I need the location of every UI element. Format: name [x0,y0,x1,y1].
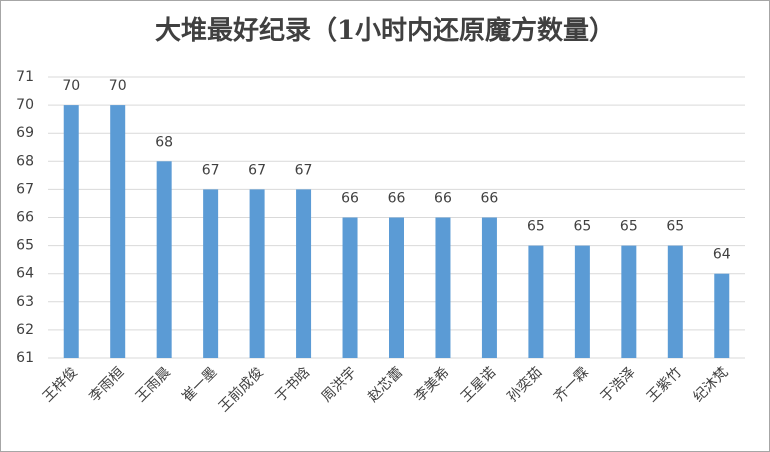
y-tick-label: 64 [16,266,34,282]
y-tick-label: 66 [16,210,34,226]
data-label: 70 [62,78,80,94]
data-label: 65 [620,219,638,235]
bar [342,217,358,358]
y-tick-label: 69 [16,125,34,141]
y-tick-label: 71 [16,69,34,85]
bar [156,161,172,358]
data-label: 67 [295,162,313,178]
y-tick-label: 62 [16,322,34,338]
data-label: 65 [527,219,545,235]
bar [528,245,544,358]
bar [574,245,590,358]
data-label: 70 [109,78,127,94]
y-tick-label: 63 [16,294,34,310]
data-label: 68 [155,134,173,150]
data-label: 66 [388,191,406,207]
bar [435,217,451,358]
bar [714,273,730,358]
chart-title: 大堆最好纪录（1小时内还原魔方数量） [155,15,615,46]
data-label: 67 [202,162,220,178]
bar [203,189,219,358]
data-label: 66 [481,191,499,207]
data-label: 67 [248,162,266,178]
data-label: 64 [713,247,731,263]
bar [481,217,497,358]
y-tick-label: 65 [16,238,34,254]
bar [110,105,126,358]
y-tick-label: 70 [16,97,34,113]
bar [63,105,79,358]
bar [389,217,404,358]
data-label: 65 [666,219,684,235]
y-tick-label: 68 [16,153,34,169]
data-label: 66 [341,191,359,207]
y-tick-label: 61 [16,350,34,366]
bar [249,189,265,358]
bar [621,245,637,358]
data-label: 65 [573,219,591,235]
bar [667,245,683,358]
data-label: 66 [434,191,452,207]
bar [296,189,312,358]
y-tick-label: 67 [16,181,34,197]
